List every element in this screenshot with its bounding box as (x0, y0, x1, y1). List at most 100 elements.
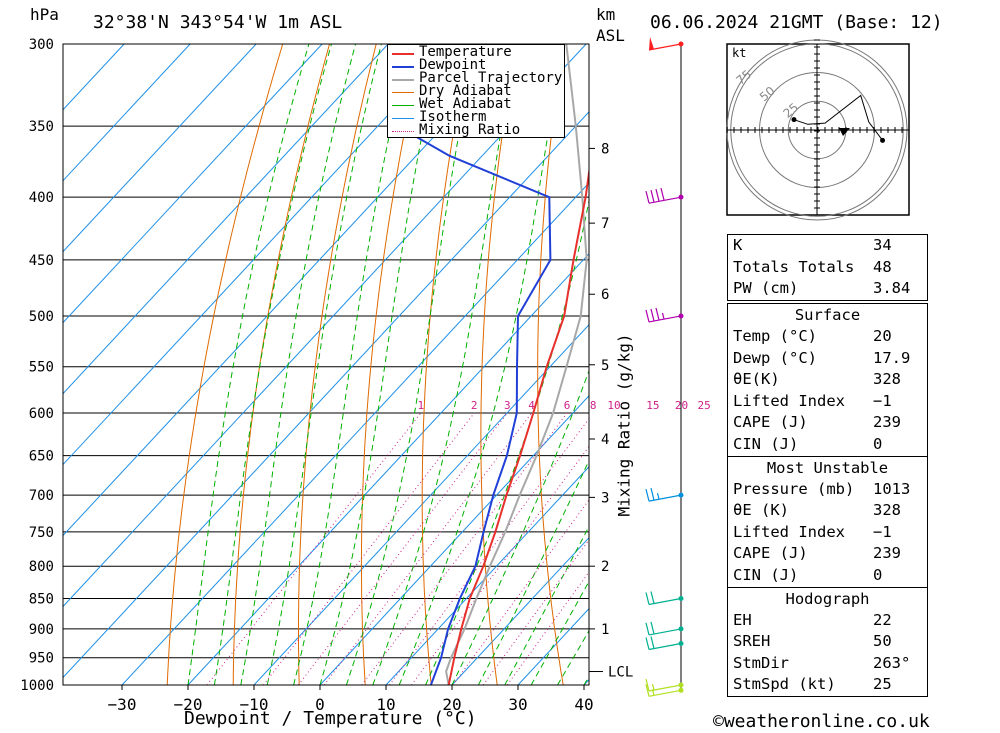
wet-adiabat-line (293, 44, 411, 685)
pressure-tick-label: 500 (29, 309, 54, 325)
km-tick-label: 6 (601, 287, 609, 303)
wind-barb-feather (650, 308, 655, 322)
mixing-ratio-line (452, 499, 589, 685)
wind-barb-feather (645, 637, 650, 650)
asl-unit-label: ASL (596, 26, 625, 45)
mixing-ratio-line (361, 412, 568, 685)
x-tick-label: 40 (574, 695, 593, 714)
dry-adiabat-line (646, 44, 695, 685)
isotherm-line (121, 182, 589, 685)
isotherm-line (253, 324, 589, 685)
wet-adiabat-line (187, 44, 310, 685)
km-tick-label: 8 (601, 141, 609, 157)
surface-row: Dewp (°C) 17.9 (733, 348, 911, 367)
mixing-ratio-label: 1 (417, 399, 424, 412)
mixing-ratio-axis-label: Mixing Ratio (g/kg) (614, 333, 634, 517)
hodograph-unit-label: kt (732, 46, 747, 60)
mixing-ratio-label: 15 (646, 399, 659, 412)
hodograph-point (880, 137, 886, 143)
pressure-tick-label: 300 (29, 37, 54, 53)
hodograph-row: StmSpd (kt) 25 (733, 675, 892, 694)
isotherm-line (63, 44, 323, 324)
x-tick-label: 0 (315, 695, 325, 714)
wind-barb-half-feather (651, 689, 655, 696)
plot-frame (62, 43, 590, 686)
wind-barb-feather (645, 684, 650, 697)
pressure-tick-label: 750 (29, 525, 54, 541)
pressure-tick-label: 350 (29, 119, 54, 135)
wet-adiabat-line (266, 44, 382, 685)
temperature-curve (447, 165, 589, 685)
isotherm-line (319, 395, 589, 685)
dry-adiabat-line (537, 44, 564, 685)
isotherm-line (63, 44, 191, 182)
wind-barb-half-feather (661, 312, 665, 320)
wet-adiabat-line (398, 44, 564, 685)
wind-barb-half-feather (656, 492, 660, 500)
x-tick-label: 30 (508, 695, 527, 714)
pressure-tick-label: 950 (29, 651, 54, 667)
wind-barb (645, 636, 684, 651)
wind-barb-staff (648, 315, 682, 323)
mixing-ratio-label: 2 (471, 399, 478, 412)
index-row: PW (cm) 3.84 (733, 279, 911, 298)
wind-barb (645, 487, 684, 502)
index-row: Totals Totals 48 (733, 257, 892, 276)
km-tick-label: 1 (601, 622, 609, 638)
wind-barb-feather (650, 487, 655, 501)
wet-adiabat-line (504, 525, 589, 685)
wet-adiabat-line (530, 580, 589, 685)
hodograph-row: EH 22 (733, 610, 892, 629)
mixing-ratio-label: 10 (607, 399, 620, 412)
wind-barb-staff (648, 642, 682, 651)
pressure-tick-label: 650 (29, 449, 54, 465)
wind-barb-feather (645, 622, 650, 636)
location-title: 32°38'N 343°54'W 1m ASL (93, 12, 343, 33)
most-unstable-row: CAPE (J) 239 (733, 544, 901, 563)
mixing-ratio-label: 6 (564, 399, 571, 412)
x-tick-label: −20 (174, 695, 203, 714)
dry-adiabat-line (984, 44, 1000, 685)
x-axis-label: Dewpoint / Temperature (°C) (184, 708, 477, 729)
wind-barb (645, 678, 684, 692)
isotherm-line (451, 536, 589, 685)
mixing-ratio-label: 25 (697, 399, 710, 412)
x-tick-label: 10 (376, 695, 395, 714)
mixing-ratio-line (388, 417, 589, 685)
wind-barb-feather (650, 190, 655, 203)
pressure-unit-label: hPa (30, 5, 59, 24)
wind-barb-staff (648, 494, 682, 502)
wind-barb-flag (649, 37, 654, 50)
wind-barb-feather (645, 309, 650, 323)
km-tick-label: 2 (601, 559, 609, 575)
dry-adiabat-line (166, 44, 284, 685)
km-unit-label: km (596, 5, 616, 24)
index-row: K 34 (733, 236, 892, 254)
wet-adiabat-line (319, 44, 442, 685)
hodograph-row: StmDir 263° (733, 653, 911, 672)
surface-title: Surface (794, 306, 861, 324)
mixing-ratio-label: 3 (504, 399, 511, 412)
mixing-ratio-label: 4 (528, 399, 535, 412)
wet-adiabat-line (240, 44, 356, 685)
isotherm-line (187, 253, 589, 685)
wet-adiabat-line (345, 44, 477, 685)
hodograph-row: SREH 50 (733, 632, 892, 651)
km-tick-label: 5 (601, 358, 609, 374)
surface-row: CIN (J) 0 (733, 434, 883, 453)
isotherm-line (63, 44, 257, 253)
wind-barb-feather (645, 678, 650, 692)
mixing-ratio-label: 8 (590, 399, 597, 412)
dry-adiabat-line (232, 44, 330, 685)
storm-motion-marker (839, 128, 850, 136)
pressure-tick-label: 900 (29, 622, 54, 638)
wet-adiabat-line (372, 44, 517, 685)
copyright-link[interactable]: ©weatheronline.co.uk (713, 711, 930, 732)
wind-barb-feather (660, 188, 665, 201)
wet-adiabat-line (477, 459, 589, 685)
km-tick-label: 7 (601, 216, 609, 232)
isotherm-line (63, 111, 589, 679)
pressure-tick-label: 450 (29, 253, 54, 269)
wind-barb-staff (648, 628, 682, 636)
